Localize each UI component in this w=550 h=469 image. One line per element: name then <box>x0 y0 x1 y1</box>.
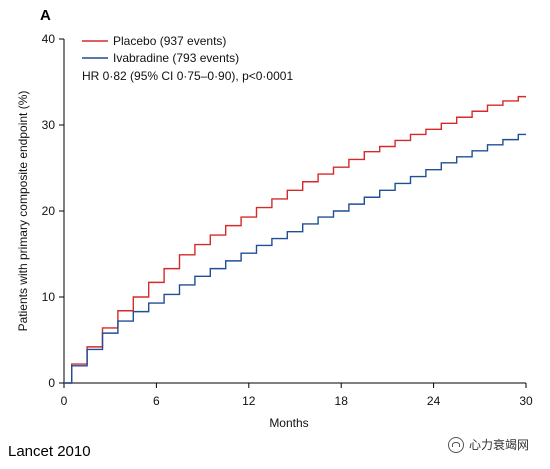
y-tick-label: 40 <box>42 32 56 46</box>
x-tick-label: 0 <box>61 394 68 408</box>
x-tick-label: 12 <box>242 394 256 408</box>
legend-label-placebo: Placebo (937 events) <box>113 34 226 48</box>
x-tick-label: 24 <box>427 394 441 408</box>
wechat-logo-icon <box>448 436 464 453</box>
legend-label-ivabradine: Ivabradine (793 events) <box>113 51 239 65</box>
hazard-ratio-annotation: HR 0·82 (95% CI 0·75–0·90), p<0·0001 <box>82 69 293 83</box>
y-tick-label: 0 <box>48 376 55 390</box>
y-axis-title: Patients with primary composite endpoint… <box>16 91 30 332</box>
x-tick-label: 18 <box>335 394 349 408</box>
x-tick-label: 30 <box>519 394 533 408</box>
y-tick-label: 10 <box>42 290 56 304</box>
legend: Placebo (937 events) Ivabradine (793 eve… <box>82 34 293 83</box>
panel-letter: A <box>40 7 51 24</box>
watermark: 心力衰竭网 <box>448 436 529 453</box>
watermark-text: 心力衰竭网 <box>469 438 530 452</box>
source-label: Lancet 2010 <box>8 443 91 460</box>
series-line-placebo <box>64 95 526 384</box>
x-axis-title: Months <box>269 416 308 430</box>
x-tick-label: 6 <box>153 394 160 408</box>
y-axis-ticks: 0 10 20 30 40 <box>42 32 64 390</box>
y-tick-label: 30 <box>42 118 56 132</box>
series-layer <box>64 95 526 384</box>
series-line-ivabradine <box>64 133 526 384</box>
y-tick-label: 20 <box>42 204 56 218</box>
x-axis-ticks: 0 6 12 18 24 30 <box>61 383 533 408</box>
axes <box>63 39 526 384</box>
